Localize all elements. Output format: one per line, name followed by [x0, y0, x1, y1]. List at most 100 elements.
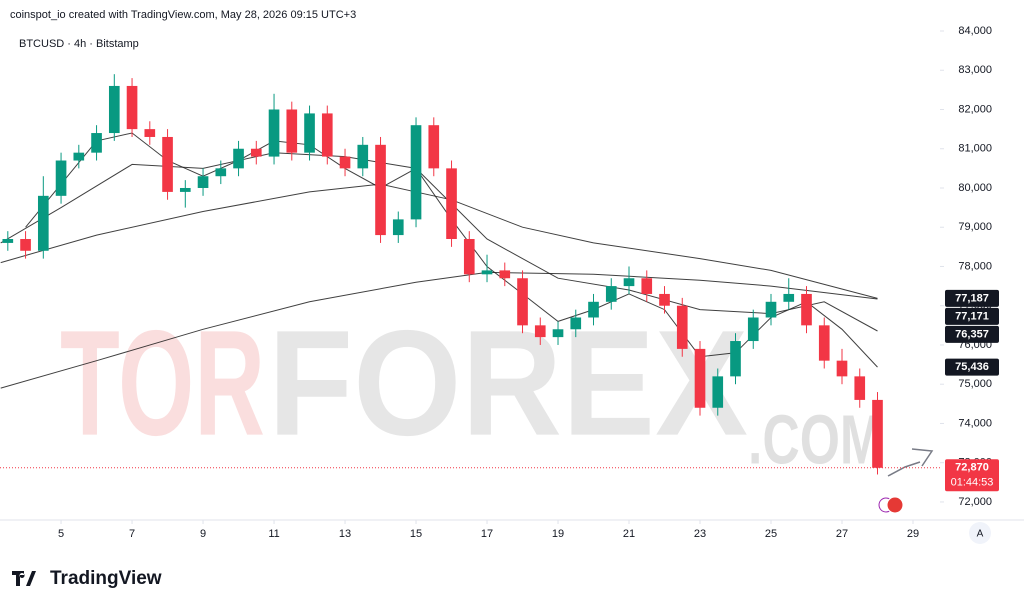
y-tick-label: 84,000: [958, 25, 992, 37]
x-tick-label: 13: [339, 528, 351, 540]
candle-body: [37, 195, 49, 251]
x-tick-label: 19: [552, 528, 564, 540]
x-tick-label: 5: [58, 528, 64, 540]
watermark-text: TOR: [60, 299, 265, 467]
candle-body: [375, 144, 386, 236]
candle-body: [392, 219, 404, 236]
price-label: 72,870: [955, 462, 989, 474]
x-tick-label: 23: [694, 528, 706, 540]
candle-body: [55, 160, 67, 196]
symbol-info: BTCUSD · 4h · Bitstamp: [19, 38, 139, 50]
price-label: 75,436: [955, 361, 989, 373]
candle-body: [410, 125, 422, 220]
price-label-box: [945, 325, 999, 343]
candle-body: [659, 293, 670, 306]
candle-body: [233, 148, 244, 169]
price-label: 77,187: [955, 292, 989, 304]
candle-body: [215, 168, 227, 177]
watermark-text: .COM: [748, 400, 883, 478]
candle-body: [499, 270, 511, 279]
x-tick-label: 7: [129, 528, 135, 540]
candle-body: [250, 148, 262, 157]
y-tick-label: 75,000: [958, 378, 992, 390]
candle-body: [712, 376, 724, 408]
candle-body: [126, 85, 138, 130]
candle-body: [286, 109, 298, 153]
candle-body: [676, 305, 688, 349]
x-tick-label: 15: [410, 528, 422, 540]
candle-body: [605, 286, 617, 302]
price-label-box: [945, 289, 999, 307]
candle-body: [747, 317, 759, 342]
candle-body: [304, 113, 315, 153]
projection-arrow: [887, 448, 934, 477]
attribution: coinspot_io created with TradingView.com…: [10, 9, 356, 21]
candle-body: [570, 317, 582, 330]
candle-body: [730, 341, 741, 377]
price-label-box: [945, 459, 999, 492]
x-tick-label: 29: [907, 528, 919, 540]
y-tick-label: 78,000: [958, 260, 992, 272]
logo-icon: [12, 571, 36, 586]
candle-body: [321, 113, 333, 157]
x-tick-label: 27: [836, 528, 848, 540]
y-tick-label: 80,000: [958, 182, 992, 194]
candle-body: [783, 293, 795, 302]
auto-scale-button[interactable]: [969, 522, 991, 544]
price-label: 76,357: [955, 328, 989, 340]
candle-body: [91, 133, 102, 153]
watermark: TOR FOREX .COM: [60, 299, 883, 479]
candle-body: [765, 301, 777, 318]
candle-body: [446, 168, 457, 240]
candle-body: [801, 293, 812, 326]
y-tick-label: 82,000: [958, 103, 992, 115]
event-icon: [878, 496, 904, 514]
moving-average: [0, 271, 878, 389]
y-tick-label: 81,000: [958, 143, 992, 155]
candle-body: [20, 239, 31, 251]
price-label: 77,171: [955, 310, 989, 322]
watermark-text: FOREX: [268, 299, 748, 467]
tv-logo: TradingView: [12, 568, 162, 589]
candle-body: [463, 239, 475, 275]
candle-body: [73, 152, 85, 161]
y-tick-label: 79,000: [958, 221, 992, 233]
y-tick-label: 72,000: [958, 496, 992, 508]
candle-body: [108, 85, 120, 134]
candle-body: [428, 125, 440, 169]
candle-body: [517, 278, 528, 326]
candle-body: [641, 278, 653, 294]
candle-body: [2, 239, 14, 243]
candle-body: [694, 348, 706, 408]
x-tick-label: 21: [623, 528, 635, 540]
y-tick-label: 83,000: [958, 64, 992, 76]
candle-body: [357, 144, 369, 169]
candle-body: [534, 325, 546, 338]
icon: [886, 496, 904, 514]
y-tick-label: 74,000: [958, 417, 992, 429]
candle-body: [268, 109, 280, 157]
price-label-box: [945, 307, 999, 325]
candle-body: [854, 376, 866, 400]
candle-body: [162, 136, 173, 192]
x-tick-label: 17: [481, 528, 493, 540]
candle-body: [818, 325, 830, 361]
candle-body: [339, 156, 351, 169]
candle-body: [197, 176, 209, 188]
auto-scale-label[interactable]: A: [977, 529, 984, 540]
price-label-box: [945, 358, 999, 376]
x-tick-label: 9: [200, 528, 206, 540]
candle-body: [179, 187, 191, 192]
candle-body: [872, 399, 883, 468]
candle-body: [481, 270, 493, 275]
brand: TradingView: [50, 568, 162, 589]
x-tick-label: 11: [268, 528, 279, 540]
candle-body: [588, 301, 599, 318]
x-tick-label: 25: [765, 528, 777, 540]
candle-body: [836, 360, 848, 377]
candle-body: [144, 129, 156, 137]
candle-body: [623, 278, 635, 287]
countdown: 01:44:53: [951, 477, 994, 489]
